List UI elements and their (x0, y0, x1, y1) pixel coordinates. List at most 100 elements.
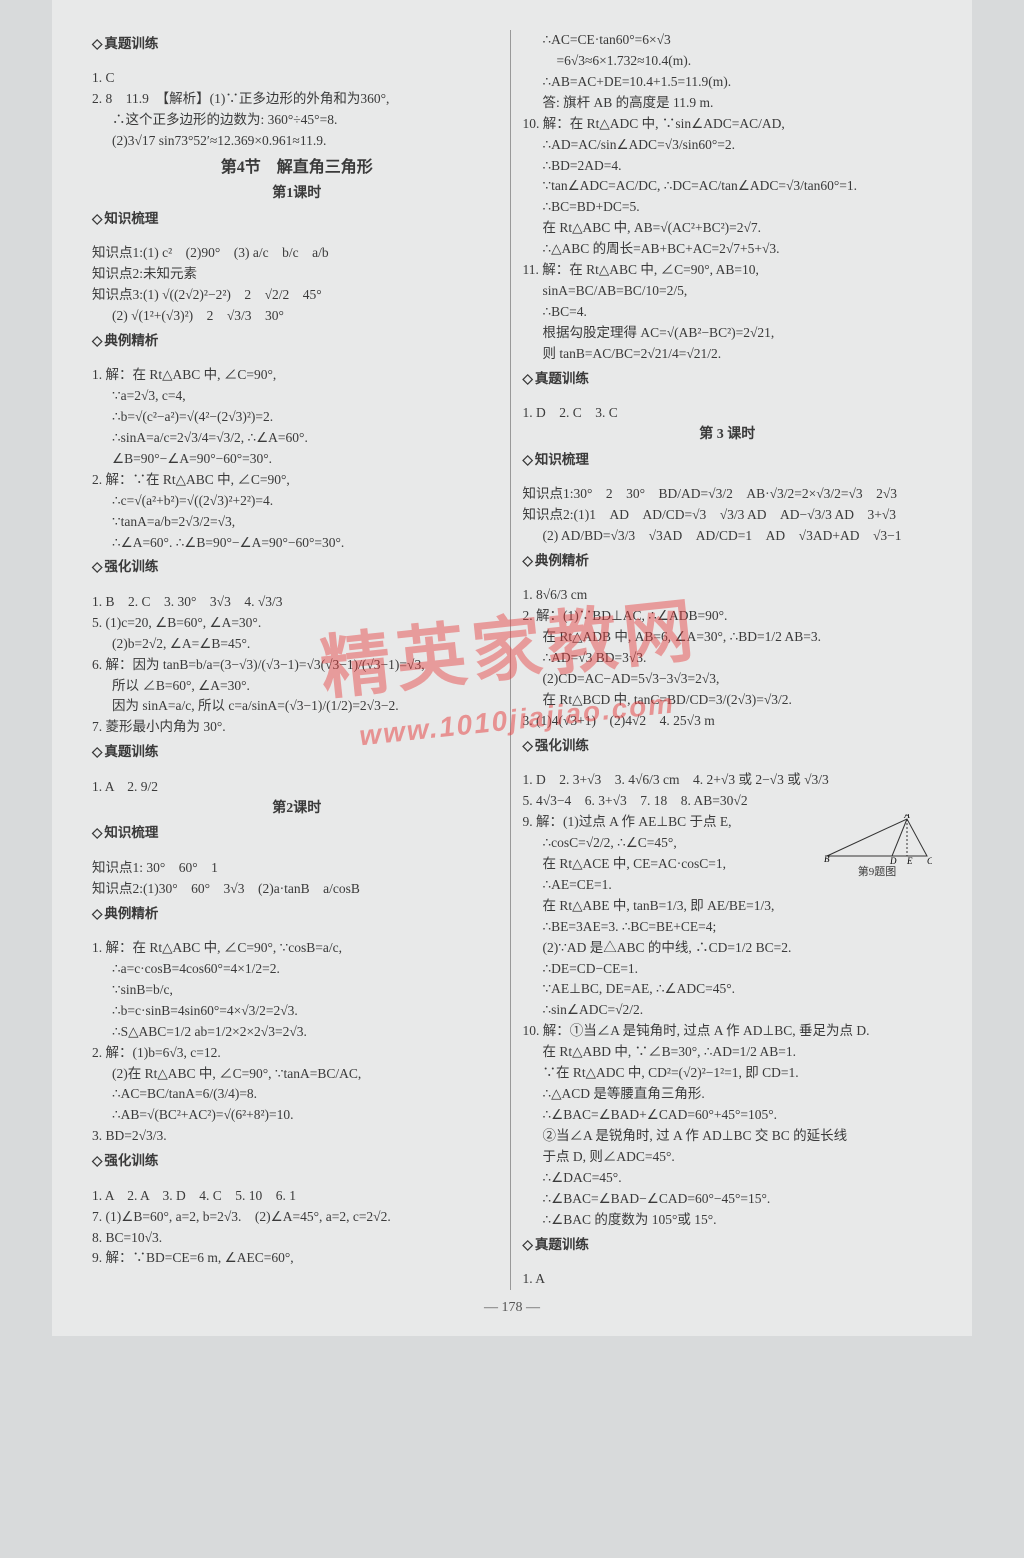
text: 知识点2:未知元素 (92, 264, 502, 285)
text: 7. (1)∠B=60°, a=2, b=2√3. (2)∠A=45°, a=2… (92, 1207, 502, 1228)
text: ∴b=√(c²−a²)=√(4²−(2√3)²)=2. (92, 407, 502, 428)
heading-qianghua: 强化训练 (92, 557, 502, 578)
text: 1. A 2. A 3. D 4. C 5. 10 6. 1 (92, 1186, 502, 1207)
heading-dianli: 典例精析 (92, 904, 502, 925)
text: (2)在 Rt△ABC 中, ∠C=90°, ∵tanA=BC/AC, (92, 1064, 502, 1085)
text: 3. BD=2√3/3. (92, 1126, 502, 1147)
text: ∴△ACD 是等腰直角三角形. (523, 1084, 933, 1105)
svg-text:A: A (903, 814, 910, 820)
text: ∵sinB=b/c, (92, 980, 502, 1001)
text: ∴a=c·cosB=4cos60°=4×1/2=2. (92, 959, 502, 980)
text: 2. 解：(1)b=6√3, c=12. (92, 1043, 502, 1064)
text: 1. C (92, 68, 502, 89)
text: ∴BE=3AE=3. ∴BC=BE+CE=4; (523, 917, 933, 938)
section-title: 第4节 解直角三角形 (92, 156, 502, 181)
text: ∴AD=√3 BD=3√3. (523, 648, 933, 669)
text: ∴∠BAC=∠BAD−∠CAD=60°−45°=15°. (523, 1189, 933, 1210)
text: ∴DE=CD−CE=1. (523, 959, 933, 980)
text: 2. 8 11.9 【解析】(1)∵正多边形的外角和为360°, (92, 89, 502, 110)
text: ∴AB=AC+DE=10.4+1.5=11.9(m). (523, 72, 933, 93)
text: 1. 解：在 Rt△ABC 中, ∠C=90°, (92, 365, 502, 386)
text: ∵在 Rt△ADC 中, CD²=(√2)²−1²=1, 即 CD=1. (523, 1063, 933, 1084)
text: 8. BC=10√3. (92, 1228, 502, 1249)
svg-text:D: D (889, 856, 897, 864)
heading-qianghua: 强化训练 (92, 1151, 502, 1172)
text: 9. 解：∵BD=CE=6 m, ∠AEC=60°, (92, 1248, 502, 1269)
text: (2)CD=AC−AD=5√3−3√3=2√3, (523, 669, 933, 690)
text: 10. 解：在 Rt△ADC 中, ∵sin∠ADC=AC/AD, (523, 114, 933, 135)
text: ∴∠A=60°. ∴∠B=90°−∠A=90°−60°=30°. (92, 533, 502, 554)
text: ∴AC=CE·tan60°=6×√3 (523, 30, 933, 51)
text: 在 Rt△ABC 中, AB=√(AC²+BC²)=2√7. (523, 218, 933, 239)
text: (2) AD/BD=√3/3 √3AD AD/CD=1 AD √3AD+AD √… (523, 526, 933, 547)
text: (2)∵AD 是△ABC 的中线, ∴CD=1/2 BC=2. (523, 938, 933, 959)
text: 3. (1)4(√3+1) (2)4√2 4. 25√3 m (523, 711, 933, 732)
text: 于点 D, 则∠ADC=45°. (523, 1147, 933, 1168)
text: 因为 sinA=a/c, 所以 c=a/sinA=(√3−1)/(1/2)=2√… (92, 696, 502, 717)
text: 1. D 2. 3+√3 3. 4√6/3 cm 4. 2+√3 或 2−√3 … (523, 770, 933, 791)
text: 1. A 2. 9/2 (92, 777, 502, 798)
text: 1. A (523, 1269, 933, 1290)
text: 在 Rt△BCD 中, tanC=BD/CD=3/(2√3)=√3/2. (523, 690, 933, 711)
text: sinA=BC/AB=BC/10=2/5, (523, 281, 933, 302)
text: 在 Rt△ABD 中, ∵∠B=30°, ∴AD=1/2 AB=1. (523, 1042, 933, 1063)
text: (2)3√17 sin73°52′≈12.369×0.961≈11.9. (92, 131, 502, 152)
heading-zhenti: 真题训练 (92, 742, 502, 763)
text: ∠B=90°−∠A=90°−60°=30°. (92, 449, 502, 470)
text: 根据勾股定理得 AC=√(AB²−BC²)=2√21, (523, 323, 933, 344)
text: ∴这个正多边形的边数为: 360°÷45°=8. (92, 110, 502, 131)
heading-zhenti: 真题训练 (523, 1235, 933, 1256)
text: ∵AE⊥BC, DE=AE, ∴∠ADC=45°. (523, 979, 933, 1000)
text: ∴∠BAC=∠BAD+∠CAD=60°+45°=105°. (523, 1105, 933, 1126)
text: 1. 解：在 Rt△ABC 中, ∠C=90°, ∵cosB=a/c, (92, 938, 502, 959)
triangle-icon: A B D E C (822, 814, 932, 864)
text: ∴S△ABC=1/2 ab=1/2×2×2√3=2√3. (92, 1022, 502, 1043)
right-column: ∴AC=CE·tan60°=6×√3 =6√3≈6×1.732≈10.4(m).… (511, 30, 933, 1290)
text: 所以 ∠B=60°, ∠A=30°. (92, 676, 502, 697)
text: 知识点3:(1) √((2√2)²−2²) 2 √2/2 45° (92, 285, 502, 306)
text: =6√3≈6×1.732≈10.4(m). (523, 51, 933, 72)
lesson-title: 第1课时 (92, 183, 502, 205)
text: ∴c=√(a²+b²)=√((2√3)²+2²)=4. (92, 491, 502, 512)
two-column-layout: 真题训练 1. C 2. 8 11.9 【解析】(1)∵正多边形的外角和为360… (92, 30, 932, 1290)
text: 知识点2:(1)30° 60° 3√3 (2)a·tanB a/cosB (92, 879, 502, 900)
text: 2. 解：∵在 Rt△ABC 中, ∠C=90°, (92, 470, 502, 491)
text: 1. D 2. C 3. C (523, 403, 933, 424)
page-container: 精英家教网 www.1010jiajiao.com 真题训练 1. C 2. 8… (52, 0, 972, 1336)
heading-zhenti: 真题训练 (92, 34, 502, 55)
text: 知识点1:30° 2 30° BD/AD=√3/2 AB·√3/2=2×√3/2… (523, 484, 933, 505)
text: ∴△ABC 的周长=AB+BC+AC=2√7+5+√3. (523, 239, 933, 260)
text: ∵tanA=a/b=2√3/2=√3, (92, 512, 502, 533)
lesson-title: 第2课时 (92, 798, 502, 820)
figure-q9: A B D E C 第9题图 (822, 814, 932, 881)
text: 1. 8√6/3 cm (523, 585, 933, 606)
text: ∴BC=4. (523, 302, 933, 323)
svg-text:B: B (824, 854, 830, 864)
text: ∴∠BAC 的度数为 105°或 15°. (523, 1210, 933, 1231)
heading-zhishi: 知识梳理 (92, 823, 502, 844)
figure-caption: 第9题图 (858, 866, 897, 878)
text: ∵tan∠ADC=AC/DC, ∴DC=AC/tan∠ADC=√3/tan60°… (523, 176, 933, 197)
text: ∴∠DAC=45°. (523, 1168, 933, 1189)
text: 则 tanB=AC/BC=2√21/4=√21/2. (523, 344, 933, 365)
heading-zhishi: 知识梳理 (523, 450, 933, 471)
text: ∴BC=BD+DC=5. (523, 197, 933, 218)
text: ∴AC=BC/tanA=6/(3/4)=8. (92, 1084, 502, 1105)
text: 11. 解：在 Rt△ABC 中, ∠C=90°, AB=10, (523, 260, 933, 281)
text: 10. 解：①当∠A 是钝角时, 过点 A 作 AD⊥BC, 垂足为点 D. (523, 1021, 933, 1042)
text: 1. B 2. C 3. 30° 3√3 4. √3/3 (92, 592, 502, 613)
text: ∴b=c·sinB=4sin60°=4×√3/2=2√3. (92, 1001, 502, 1022)
text: 7. 菱形最小内角为 30°. (92, 717, 502, 738)
svg-text:E: E (906, 856, 913, 864)
text: ∴sin∠ADC=√2/2. (523, 1000, 933, 1021)
text: 知识点2:(1)1 AD AD/CD=√3 √3/3 AD AD−√3/3 AD… (523, 505, 933, 526)
text: 在 Rt△ABE 中, tanB=1/3, 即 AE/BE=1/3, (523, 896, 933, 917)
svg-text:C: C (927, 856, 932, 864)
lesson-title: 第 3 课时 (523, 424, 933, 446)
heading-zhenti: 真题训练 (523, 369, 933, 390)
text: ∴BD=2AD=4. (523, 156, 933, 177)
text: ∴AD=AC/sin∠ADC=√3/sin60°=2. (523, 135, 933, 156)
text: 知识点1:(1) c² (2)90° (3) a/c b/c a/b (92, 243, 502, 264)
text: 2. 解：(1)∵BD⊥AC, ∴∠ADB=90°. (523, 606, 933, 627)
heading-qianghua: 强化训练 (523, 736, 933, 757)
